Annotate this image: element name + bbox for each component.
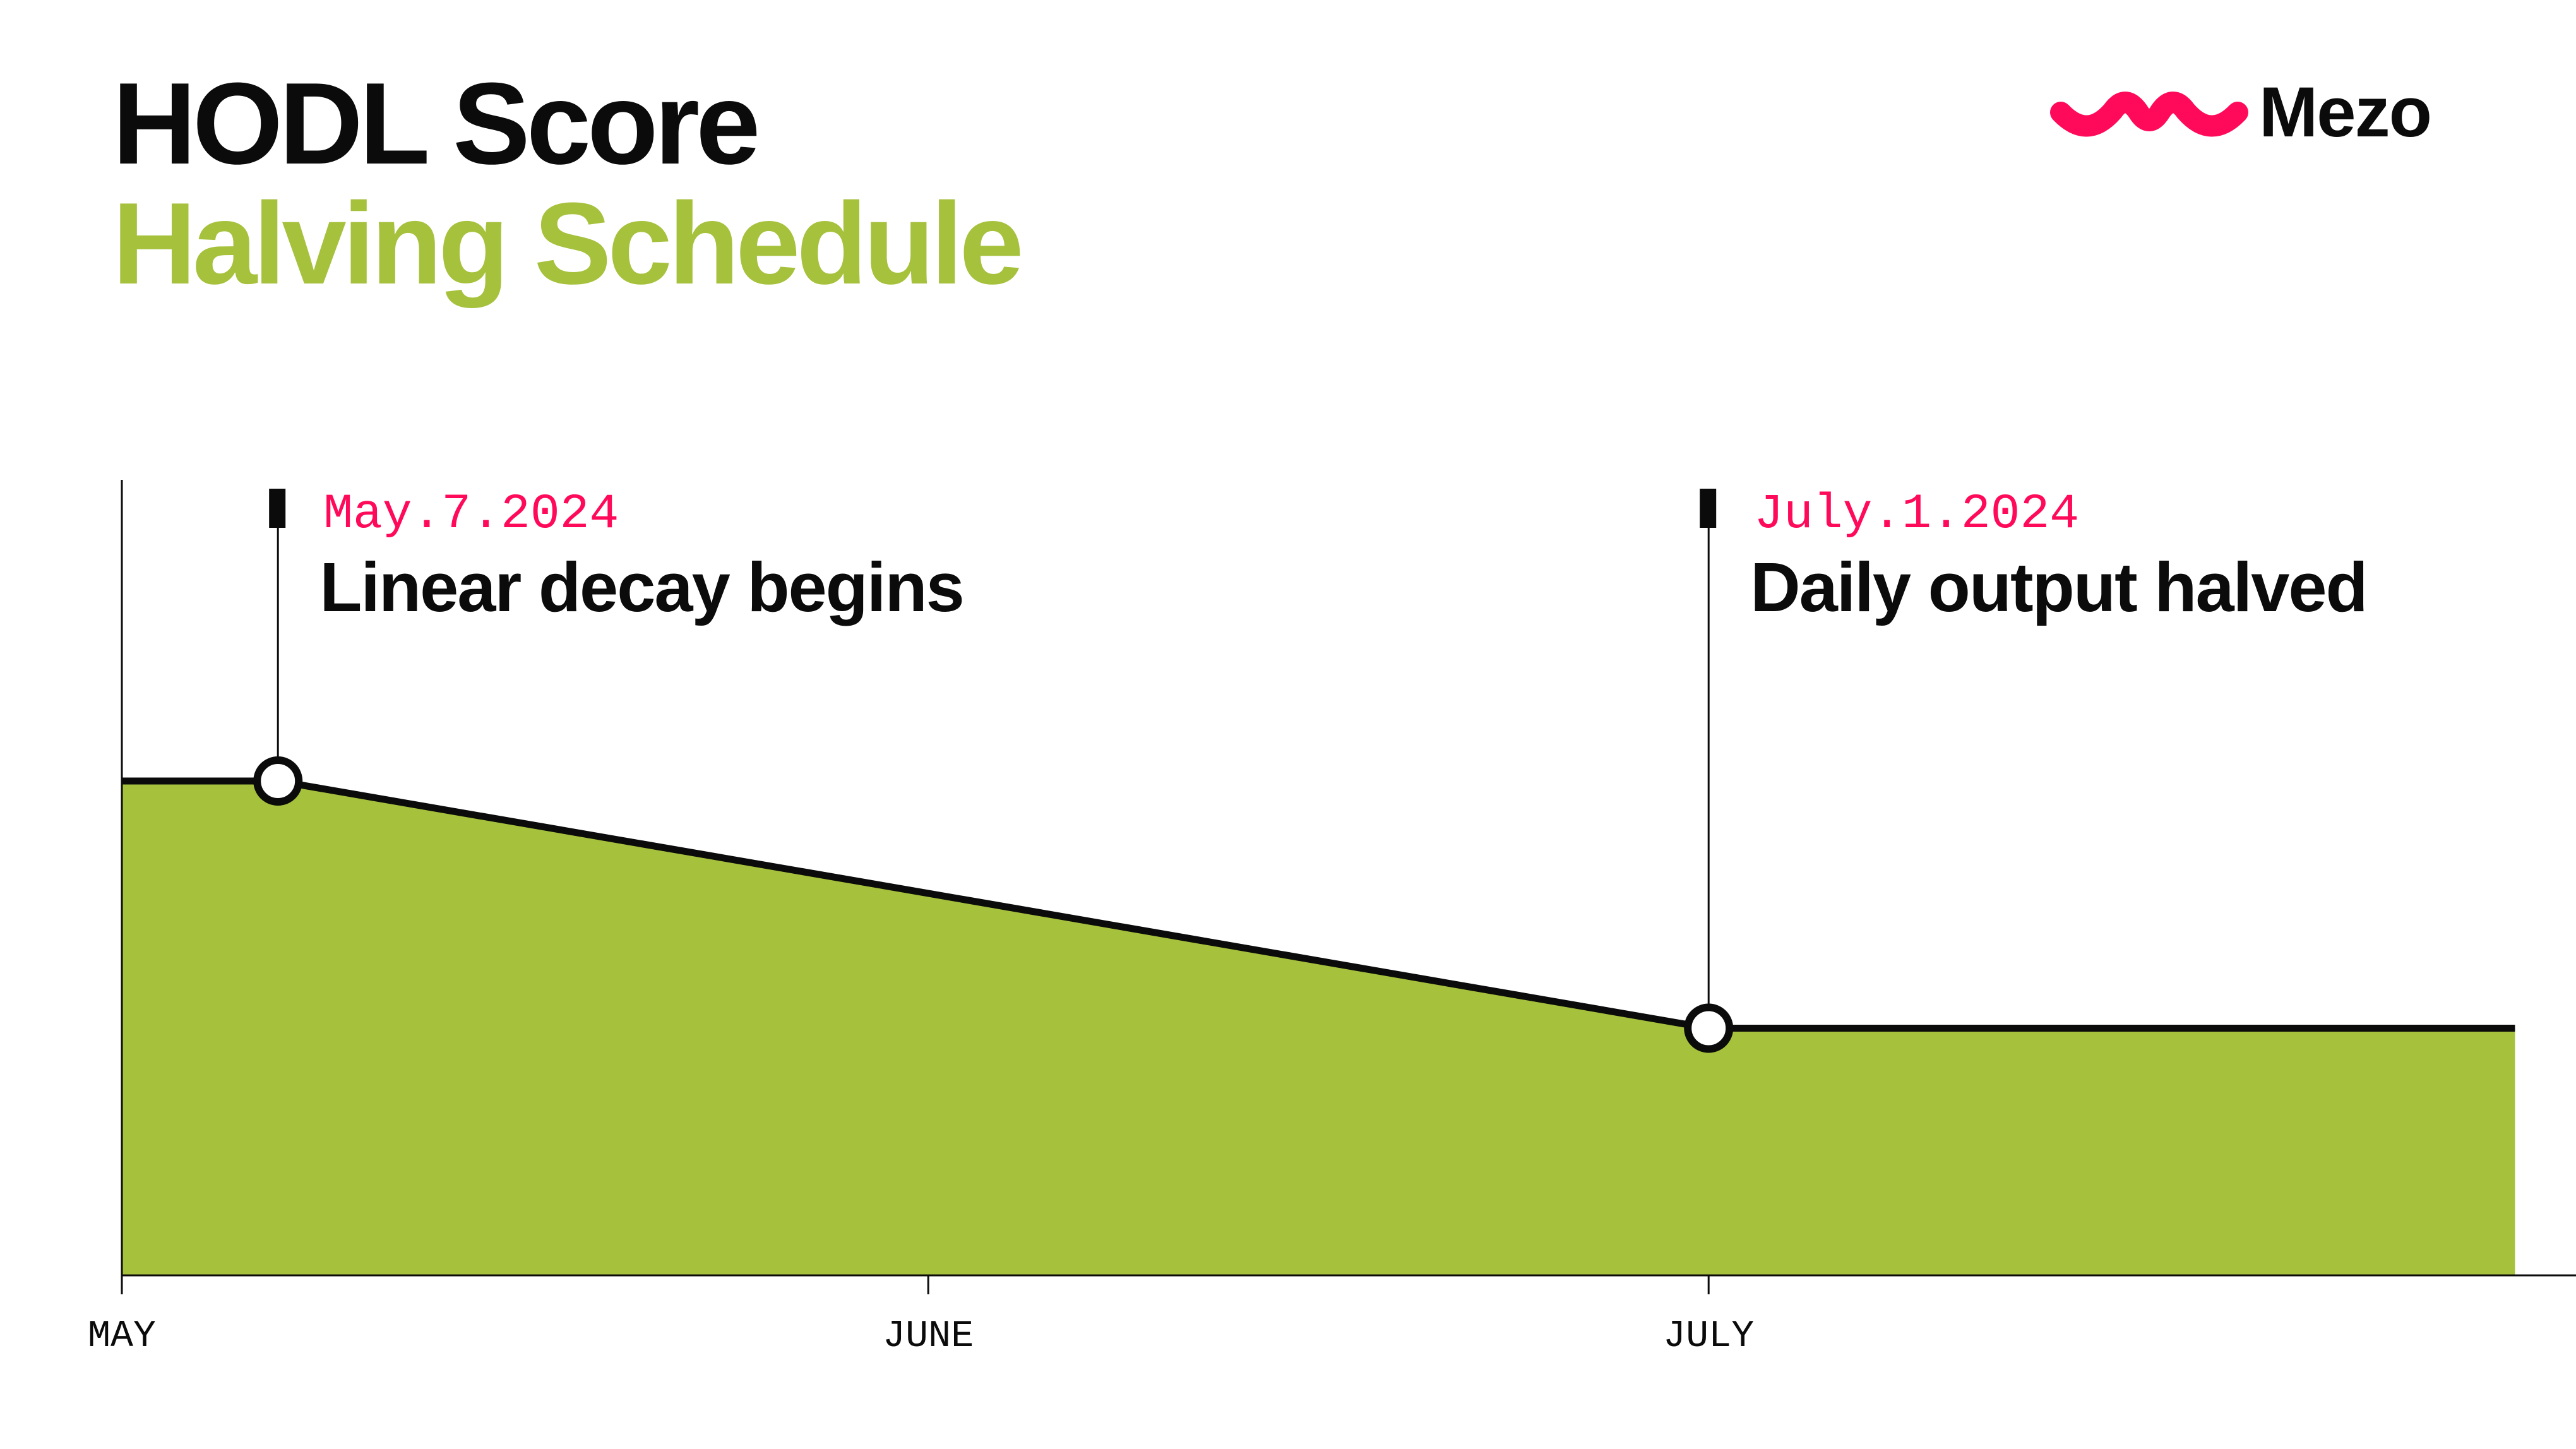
annotation-marker — [269, 489, 286, 528]
annotation-marker — [1700, 489, 1717, 528]
chart-subtitle: Halving Schedule — [112, 178, 1024, 308]
annotation-date: May.7.2024 — [323, 487, 619, 542]
brand-name: Mezo — [2259, 73, 2432, 152]
annotation-date: July.1.2024 — [1754, 487, 2079, 542]
series-line — [122, 777, 2515, 1032]
x-tick-label: JULY — [1663, 1315, 1754, 1358]
area-fill — [122, 781, 2515, 1275]
data-point-marker — [253, 756, 303, 806]
brand-logo: Mezo — [2049, 73, 2432, 152]
data-point-marker — [1684, 1003, 1734, 1053]
x-tick-label: MAY — [88, 1315, 156, 1358]
x-tick-label: JUNE — [883, 1315, 974, 1358]
mezo-wave-icon — [2050, 92, 2248, 137]
chart-title: HODL Score — [112, 58, 760, 188]
title-block: HODL Score Halving Schedule — [112, 58, 1024, 308]
annotation-label: Daily output halved — [1750, 549, 2367, 626]
annotation-label: Linear decay begins — [319, 549, 963, 626]
